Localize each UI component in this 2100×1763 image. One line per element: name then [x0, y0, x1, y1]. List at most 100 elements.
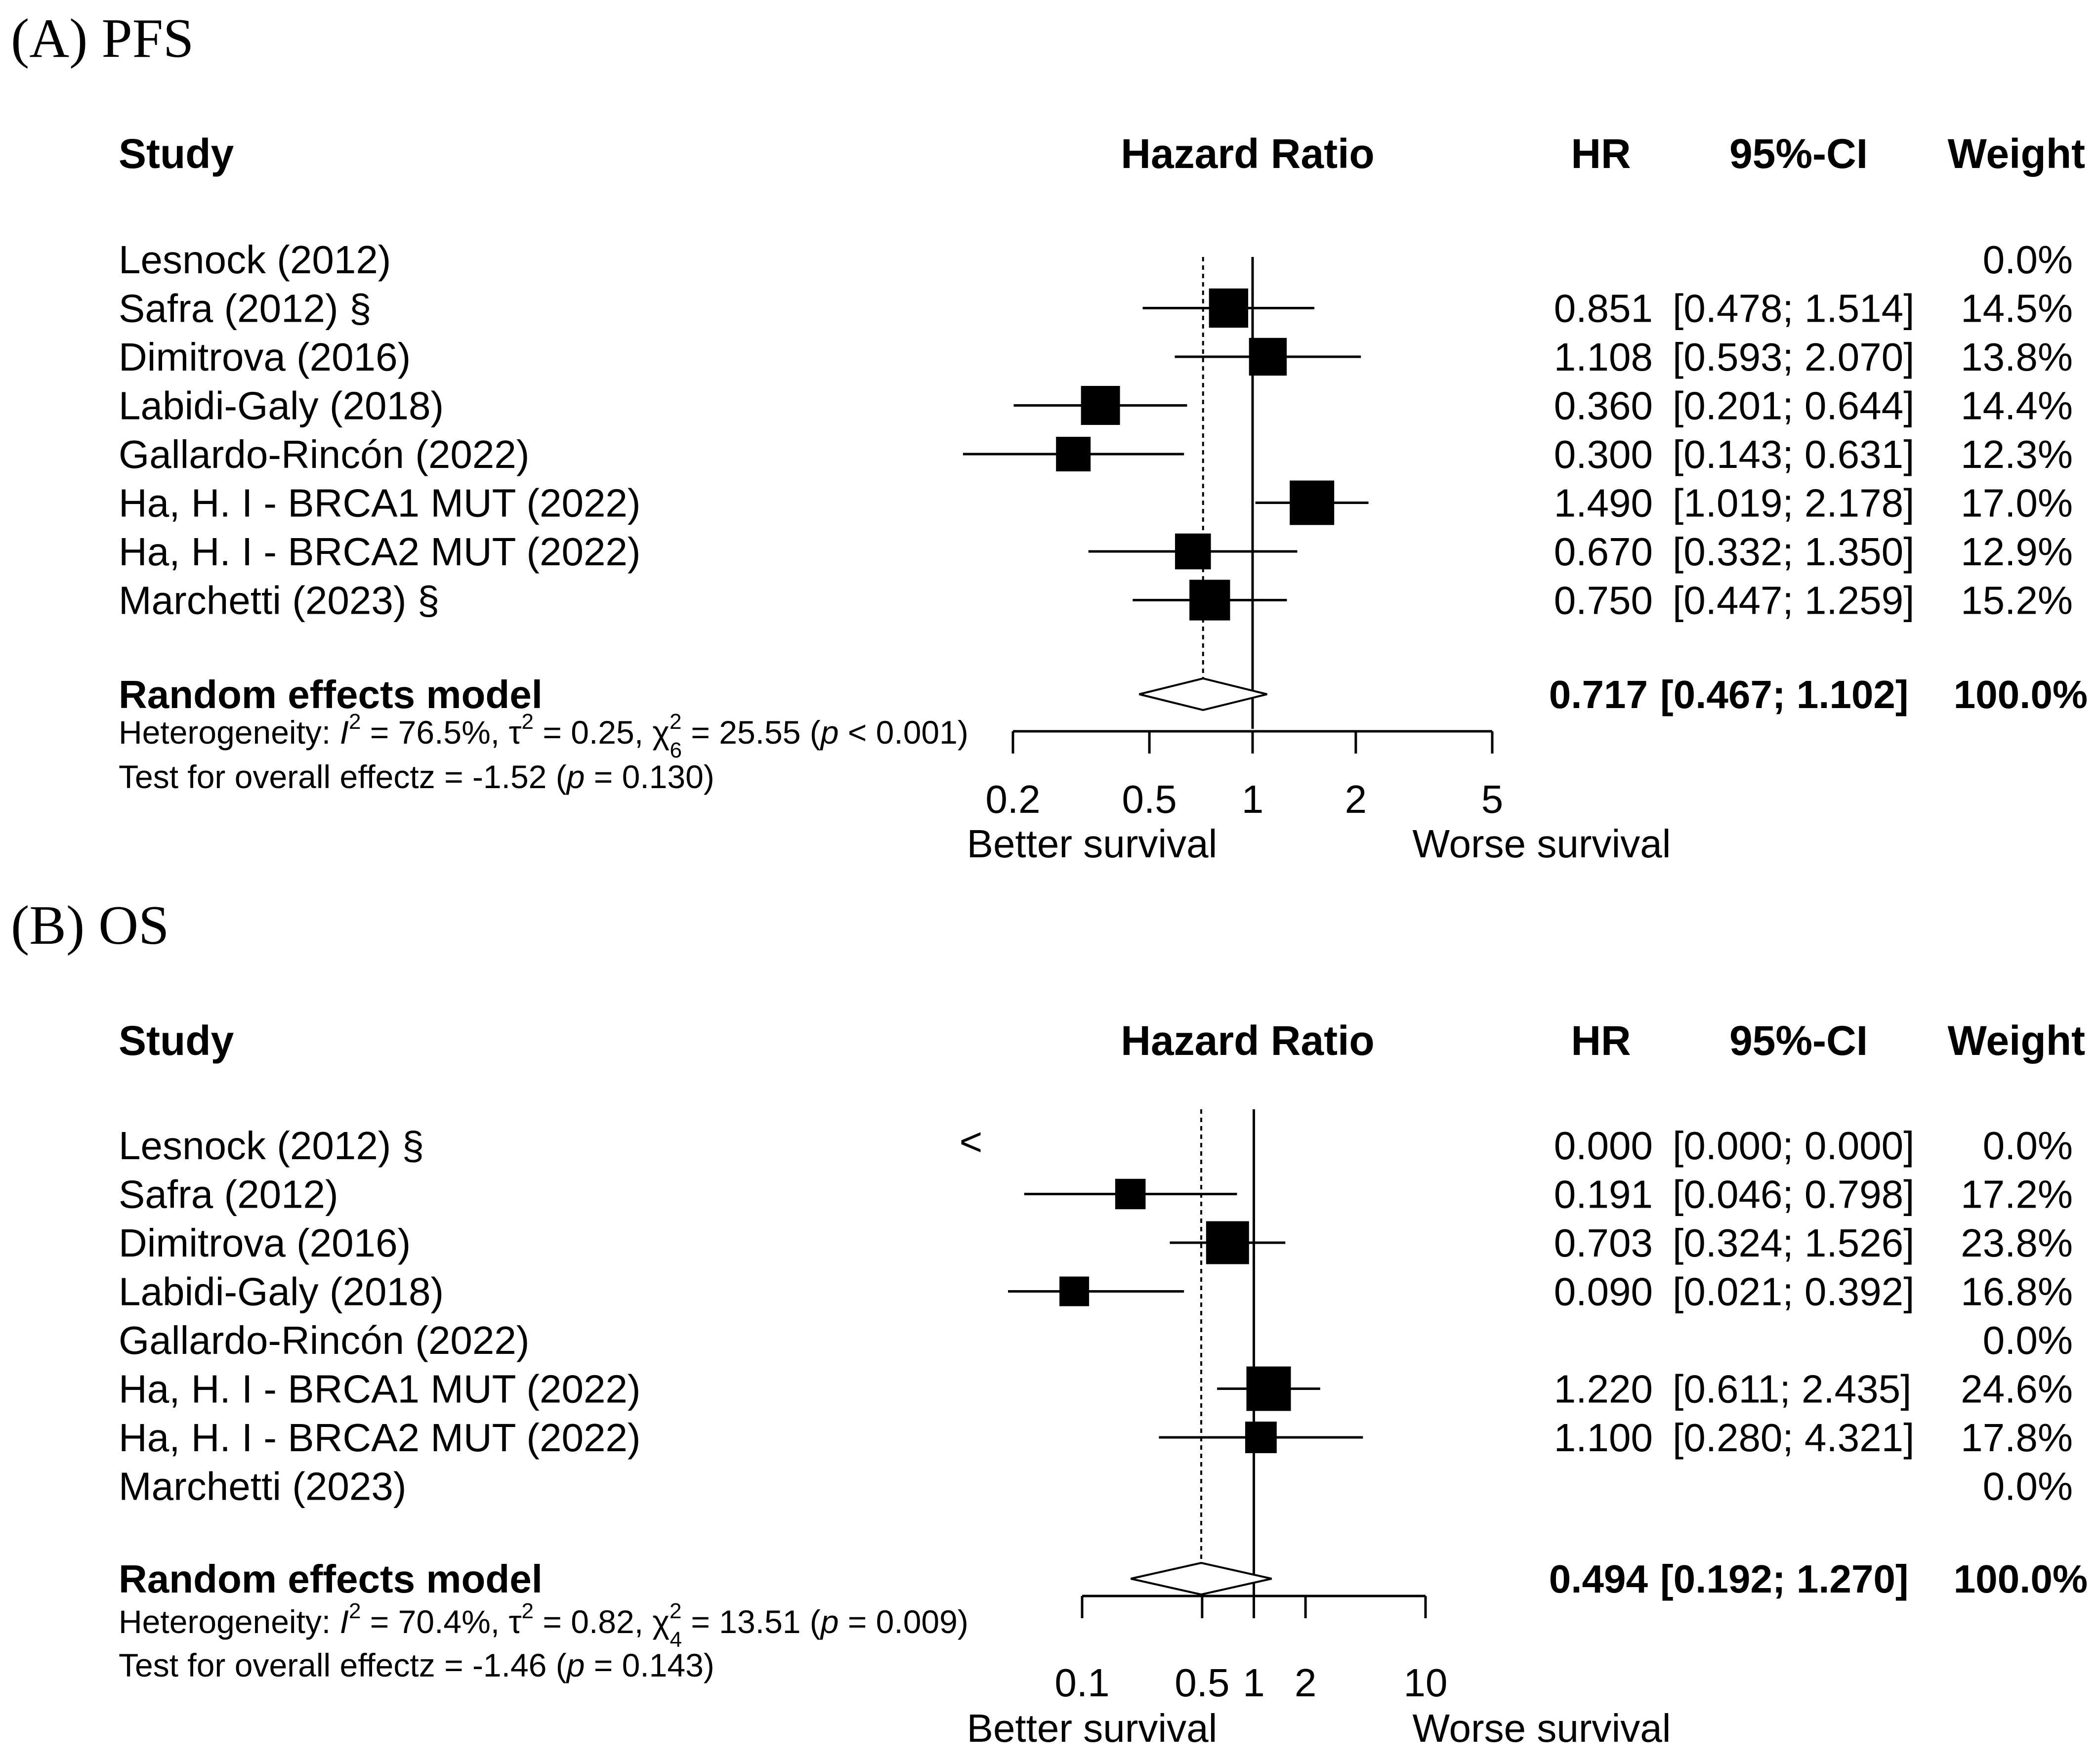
- effect-square: [1245, 1422, 1277, 1453]
- study-label: Gallardo-Rincón (2022): [119, 432, 530, 476]
- effect-square: [1081, 386, 1120, 425]
- effect-square: [1175, 533, 1211, 570]
- p-symbol: p: [566, 1647, 585, 1683]
- study-row: Lesnock (2012) 0.0%: [119, 238, 2073, 282]
- hr-value: 0.750: [1554, 579, 1653, 623]
- weight-value: 24.6%: [1961, 1367, 2073, 1411]
- overall-effect-p: = 0.143): [585, 1647, 714, 1683]
- ci-value: [0.021; 0.392]: [1673, 1270, 1914, 1314]
- effect-square: [1056, 437, 1091, 471]
- header-study: Study: [119, 130, 234, 177]
- study-row: Labidi-Galy (2018) 0.090 [0.021; 0.392] 16.…: [119, 1270, 2073, 1314]
- i-squared-symbol: I: [340, 1603, 349, 1640]
- header-hazard-ratio: Hazard Ratio: [1121, 1017, 1374, 1064]
- study-row: Ha, H. I - BRCA1 MUT (2022) 1.220 [0.611; …: [119, 1366, 2073, 1411]
- weight-value: 12.9%: [1961, 530, 2073, 574]
- weight-value: 15.2%: [1961, 579, 2073, 623]
- tick-label: 0.1: [1054, 1661, 1109, 1705]
- superscript: 2: [670, 710, 681, 734]
- study-label: Ha, H. I - BRCA2 MUT (2022): [119, 530, 641, 574]
- study-label: Gallardo-Rincón (2022): [119, 1318, 530, 1362]
- hr-value: 0.851: [1554, 287, 1653, 331]
- header-hazard-ratio: Hazard Ratio: [1121, 130, 1374, 177]
- ci-value: [0.201; 0.644]: [1673, 384, 1914, 428]
- hr-value: 0.360: [1554, 384, 1653, 428]
- forest-panel-os: (B) OS Study Hazard Ratio HR 95%-CI Weight Les…: [11, 895, 2088, 1750]
- weight-value: 16.8%: [1961, 1270, 2073, 1314]
- i-squared-symbol: I: [340, 714, 349, 751]
- hr-value: 0.300: [1554, 432, 1653, 476]
- worse-survival-label: Worse survival: [1412, 1706, 1671, 1750]
- tick-label: 0.2: [985, 777, 1040, 821]
- pooled-ci-value: [0.192; 1.270]: [1660, 1557, 1909, 1601]
- forest-panel-pfs: (A) PFS Study Hazard Ratio HR 95%-CI Weight Le…: [11, 8, 2088, 866]
- study-label: Labidi-Galy (2018): [119, 1270, 444, 1314]
- pooled-weight-value: 100.0%: [1954, 672, 2088, 716]
- pooled-weight-value: 100.0%: [1954, 1557, 2088, 1601]
- pooled-label: Random effects model: [119, 1557, 543, 1601]
- tick-label: 0.5: [1175, 1661, 1229, 1705]
- ci-value: [1.019; 2.178]: [1673, 481, 1914, 525]
- study-row: Labidi-Galy (2018) 0.360 [0.201; 0.644] 14.…: [119, 384, 2073, 428]
- effect-square: [1290, 480, 1335, 525]
- ci-value: [0.046; 0.798]: [1673, 1173, 1914, 1217]
- study-row: Ha, H. I - BRCA2 MUT (2022) 1.100 [0.280; …: [119, 1416, 2073, 1460]
- weight-value: 0.0%: [1983, 238, 2073, 282]
- study-row: Ha, H. I - BRCA1 MUT (2022) 1.490 [1.019; …: [119, 480, 2073, 525]
- superscript: 2: [522, 1599, 534, 1623]
- better-survival-label: Better survival: [967, 1706, 1218, 1750]
- weight-value: 17.8%: [1961, 1416, 2073, 1460]
- header-ci: 95%-CI: [1729, 130, 1868, 177]
- study-label: Safra (2012) §: [119, 287, 371, 331]
- ci-value: [0.611; 2.435]: [1673, 1367, 1911, 1411]
- header-hr: HR: [1571, 130, 1631, 177]
- study-label: Marchetti (2023) §: [119, 579, 439, 623]
- superscript: 2: [349, 710, 361, 734]
- ci-value: [0.280; 4.321]: [1673, 1416, 1914, 1460]
- weight-value: 14.5%: [1961, 287, 2073, 331]
- ci-value: [0.000; 0.000]: [1673, 1124, 1914, 1168]
- ci-value: [0.593; 2.070]: [1673, 335, 1914, 379]
- tick-label: 10: [1404, 1661, 1448, 1705]
- study-row: Marchetti (2023) 0.0%: [119, 1465, 2073, 1509]
- tau-symbol: τ: [508, 1603, 521, 1640]
- pooled-label: Random effects model: [119, 672, 543, 716]
- chi-symbol: χ: [652, 1603, 670, 1640]
- header-study: Study: [119, 1017, 234, 1064]
- tick-label: 0.5: [1122, 777, 1177, 821]
- heterogeneity-p-value: = 0.009): [839, 1603, 968, 1640]
- overall-effect-z: z = -1.46 (: [419, 1647, 567, 1683]
- heterogeneity-prefix: Heterogeneity:: [119, 1603, 340, 1640]
- study-label: Marchetti (2023): [119, 1465, 406, 1509]
- superscript: 2: [670, 1599, 681, 1623]
- overall-effect-test: Test for overall effectz = -1.46 (p = 0.…: [119, 1647, 714, 1683]
- study-label: Lesnock (2012): [119, 238, 391, 282]
- study-label: Dimitrova (2016): [119, 1221, 411, 1265]
- effect-square: [1059, 1276, 1090, 1306]
- weight-value: 23.8%: [1961, 1221, 2073, 1265]
- study-label: Lesnock (2012) §: [119, 1124, 424, 1168]
- tau-squared-value: = 0.25,: [534, 714, 652, 751]
- study-row: Dimitrova (2016) 0.703 [0.324; 1.526] 23.8%: [119, 1221, 2073, 1265]
- study-label: Ha, H. I - BRCA2 MUT (2022): [119, 1416, 641, 1460]
- heterogeneity-stats: Heterogeneity: I2 = 70.4%, τ2 = 0.82, χ2…: [119, 1599, 968, 1652]
- superscript: 2: [522, 710, 534, 734]
- hr-value: 0.703: [1554, 1221, 1653, 1265]
- panel-title: (B) OS: [11, 895, 169, 956]
- ci-value: [0.478; 1.514]: [1673, 287, 1914, 331]
- pooled-hr-value: 0.494: [1549, 1557, 1648, 1601]
- x-axis: 0.2 0.5 1 2 5 Better survival Worse survival: [967, 730, 1671, 866]
- weight-value: 0.0%: [1983, 1124, 2073, 1168]
- hr-value: 0.090: [1554, 1270, 1653, 1314]
- study-label: Dimitrova (2016): [119, 335, 411, 379]
- study-label: Ha, H. I - BRCA1 MUT (2022): [119, 481, 641, 525]
- header-weight: Weight: [1948, 130, 2085, 177]
- chi-df: 4: [670, 1628, 682, 1652]
- tick-label: 2: [1345, 777, 1367, 821]
- study-row: Safra (2012) 0.191 [0.046; 0.798] 17.2%: [119, 1173, 2073, 1217]
- header-ci: 95%-CI: [1729, 1017, 1868, 1064]
- weight-value: 0.0%: [1983, 1318, 2073, 1362]
- tick-label: 5: [1481, 777, 1504, 821]
- ci-value: [0.447; 1.259]: [1673, 579, 1914, 623]
